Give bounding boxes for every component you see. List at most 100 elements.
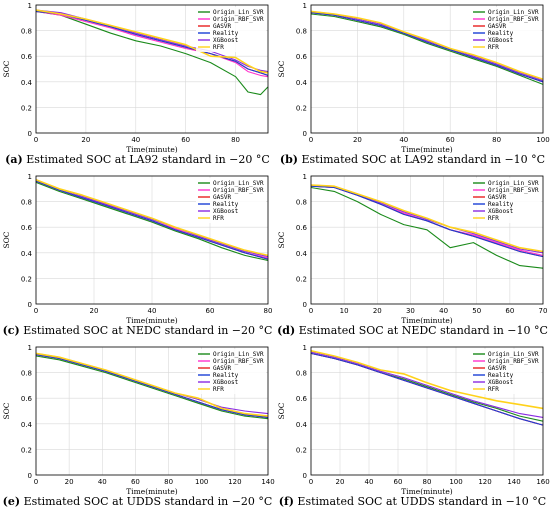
y-tick-label: 1 <box>28 173 32 181</box>
y-tick-label: 0.6 <box>296 53 308 61</box>
legend-label: Reality <box>488 372 514 379</box>
x-tick-label: 20 <box>65 478 74 486</box>
chart-f-svg: 0 0.2 0.4 0.6 0.8 1 0 20 40 60 80 100 120 140 160 Time(… <box>277 344 550 495</box>
y-tick-label: 1 <box>28 344 32 352</box>
x-tick-label: 60 <box>181 136 190 144</box>
chart-d-svg: 00.20.40.60.810 10 20 30 40 50 60 70Time(minute… <box>277 173 548 324</box>
y-tick-label: 0.2 <box>21 275 32 283</box>
plot-frame <box>35 346 269 476</box>
caption-f-text: Estimated SOC at UDDS standard in −10 °C <box>297 495 547 508</box>
caption-e-label: (e) <box>2 495 21 508</box>
caption-b-label: (b) <box>279 153 298 166</box>
caption-d-label: (d) <box>277 324 296 337</box>
x-tick-label: 80 <box>492 136 501 144</box>
x-axis-label: Time(minute) <box>401 145 453 153</box>
y-tick-label: 0 <box>303 130 307 138</box>
x-tick-label: 160 <box>536 478 549 486</box>
legend-label: XGBoost <box>213 379 239 386</box>
legend-label: Origin_Lin_SVR <box>213 180 264 187</box>
x-tick-label: 50 <box>472 307 481 315</box>
y-tick-label: 0.8 <box>21 28 32 36</box>
legend-box <box>196 349 266 394</box>
x-tick-label: 40 <box>399 136 408 144</box>
caption-f: (f) Estimated SOC at UDDS standard in −1… <box>275 495 550 508</box>
panel-a: 0 0.2 0.4 0.6 0.8 1 0 20 40 60 80 Time(minute) SOC Or… <box>0 0 275 171</box>
caption-d: (d) Estimated SOC at NEDC standard in −1… <box>275 324 550 337</box>
series-line-rfr <box>310 10 544 80</box>
y-axis-label: SOC <box>2 402 11 419</box>
y-tick-label: 0.8 <box>21 199 32 207</box>
panel-e: 0 0.2 0.4 0.6 0.8 1 0 20 40 60 80 100 120 140 Time(min… <box>0 342 275 513</box>
legend-label: Origin_RBF_SVR <box>488 187 539 194</box>
x-tick-label: 100 <box>536 136 549 144</box>
legend-label: XGBoost <box>488 37 514 44</box>
x-tick-label: 0 <box>34 478 38 486</box>
x-tick-label: 40 <box>439 307 448 315</box>
series-line-reality <box>310 352 544 426</box>
x-axis-label: Time(minute) <box>126 145 178 153</box>
y-tick-label: 1 <box>303 173 307 181</box>
y-tick-label: 0 <box>303 301 307 309</box>
x-tick-label: 140 <box>507 478 520 486</box>
series-line-rfr <box>310 350 544 410</box>
y-tick-label: 1 <box>303 344 307 352</box>
x-tick-label: 60 <box>206 307 215 315</box>
legend-label: RFR <box>488 386 499 393</box>
series-line-reality <box>35 10 269 76</box>
series-line-xgboost <box>310 351 544 418</box>
x-tick-label: 60 <box>505 307 514 315</box>
y-tick-label: 0.6 <box>296 395 308 403</box>
x-tick-label: 60 <box>394 478 403 486</box>
x-tick-label: 0 <box>309 478 313 486</box>
x-tick-label: 60 <box>131 478 140 486</box>
y-tick-label: 0.8 <box>296 370 307 378</box>
y-tick-label: 0 <box>28 472 32 480</box>
y-axis-label: SOC <box>277 60 286 77</box>
caption-a-text: Estimated SOC at LA92 standard in −20 °C <box>26 153 270 166</box>
x-tick-label: 0 <box>309 136 313 144</box>
x-tick-label: 20 <box>373 307 382 315</box>
x-tick-label: 80 <box>423 478 432 486</box>
series-line-rfr <box>35 9 269 74</box>
legend-label: Reality <box>213 372 239 379</box>
x-axis-label: Time(minute) <box>401 487 453 495</box>
legend-label: Origin_Lin_SVR <box>488 180 539 187</box>
x-tick-label: 70 <box>539 307 548 315</box>
legend-label: Origin_Lin_SVR <box>488 351 539 358</box>
y-tick-label: 0.6 <box>21 53 33 61</box>
x-tick-label: 140 <box>261 478 274 486</box>
legend-label: GASVR <box>213 365 231 372</box>
y-tick-label: 0.6 <box>21 395 33 403</box>
y-tick-label: 0 <box>303 472 307 480</box>
plot-frame <box>35 4 269 134</box>
x-tick-label: 0 <box>34 307 38 315</box>
y-tick-label: 0.8 <box>296 199 307 207</box>
legend-label: RFR <box>488 215 499 222</box>
x-tick-label: 120 <box>478 478 491 486</box>
legend-label: Origin_RBF_SVR <box>488 16 539 23</box>
panel-f: 0 0.2 0.4 0.6 0.8 1 0 20 40 60 80 100 120 140 160 Time(… <box>275 342 550 513</box>
plot-frame <box>310 175 544 305</box>
legend-label: Origin_Lin_SVR <box>213 9 264 16</box>
x-tick-label: 40 <box>148 307 157 315</box>
y-tick-label: 0.2 <box>296 446 307 454</box>
x-tick-label: 40 <box>365 478 374 486</box>
chart-a-svg: 0 0.2 0.4 0.6 0.8 1 0 20 40 60 80 Time(minute) SOC Or… <box>2 2 269 153</box>
chart-e-svg: 0 0.2 0.4 0.6 0.8 1 0 20 40 60 80 100 120 140 Time(min… <box>2 344 275 495</box>
panel-c: 0 0.2 0.4 0.6 0.8 1 0 20 40 60 80 Time(minute) SOC Or… <box>0 171 275 342</box>
y-tick-label: 0.6 <box>296 224 308 232</box>
plot-frame <box>310 346 544 476</box>
legend-label: Reality <box>213 201 239 208</box>
x-axis-label: Time(minute) <box>126 487 178 495</box>
legend-label: GASVR <box>488 365 506 372</box>
legend-label: Origin_RBF_SVR <box>213 358 264 365</box>
caption-d-text: Estimated SOC at NEDC standard in −10 °C <box>298 324 548 337</box>
y-tick-label: 0.2 <box>21 446 32 454</box>
y-axis-label: SOC <box>2 231 11 248</box>
series-line-xgboost <box>35 179 269 258</box>
legend-box <box>471 349 541 394</box>
legend-label: Reality <box>488 30 514 37</box>
legend-label: Origin_Lin_SVR <box>213 351 264 358</box>
panel-d: 0 0.2 0.4 0.6 0.8 1 0 10 20 30 40 50 60 70 Time(minute… <box>275 171 550 342</box>
y-tick-label: 0.2 <box>21 104 32 112</box>
